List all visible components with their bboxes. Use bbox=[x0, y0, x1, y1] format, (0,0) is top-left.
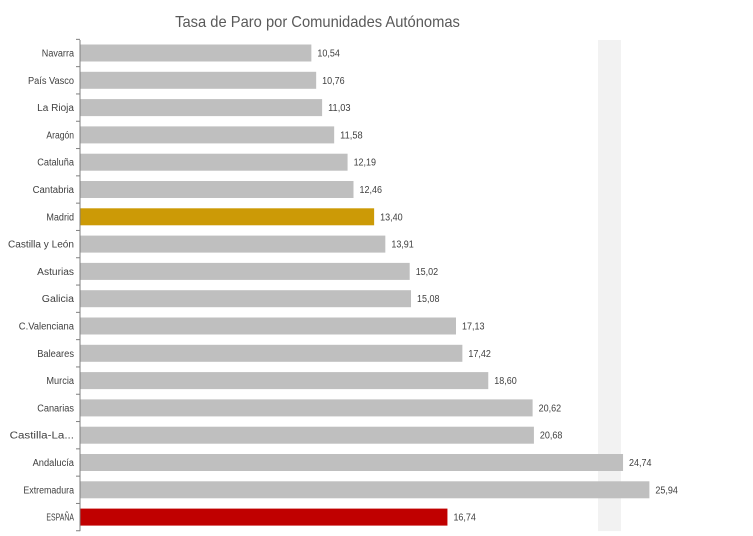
category-label-9: Galicia bbox=[42, 294, 75, 305]
bar-7 bbox=[80, 235, 386, 253]
background-band bbox=[598, 40, 621, 532]
value-label-16: 25,94 bbox=[655, 485, 678, 496]
bar-5 bbox=[80, 181, 354, 198]
value-label-5: 12,46 bbox=[359, 185, 382, 196]
category-label-3: Aragón bbox=[46, 130, 74, 141]
category-label-16: Extremadura bbox=[23, 485, 74, 496]
value-label-2: 11,03 bbox=[328, 103, 351, 114]
category-label-12: Murcia bbox=[46, 376, 74, 387]
bar-4 bbox=[80, 153, 348, 171]
bar-6 bbox=[80, 208, 375, 226]
value-label-14: 20,68 bbox=[540, 431, 563, 442]
bar-1 bbox=[80, 71, 317, 89]
category-label-10: C.Valenciana bbox=[19, 322, 75, 333]
value-label-4: 12,19 bbox=[354, 158, 377, 169]
bar-16 bbox=[80, 481, 650, 499]
value-label-8: 15,02 bbox=[416, 267, 439, 278]
bar-2 bbox=[80, 99, 323, 117]
bar-17 bbox=[80, 508, 448, 526]
category-label-15: Andalucía bbox=[33, 458, 75, 469]
value-label-12: 18,60 bbox=[494, 376, 517, 387]
bar-3 bbox=[80, 126, 335, 144]
bar-11 bbox=[80, 344, 463, 362]
bar-9 bbox=[80, 290, 412, 308]
category-label-8: Asturias bbox=[37, 267, 74, 278]
category-label-2: La Rioja bbox=[37, 103, 74, 114]
bar-14 bbox=[80, 426, 534, 444]
bar-13 bbox=[80, 399, 533, 417]
category-label-14: Castilla-La... bbox=[10, 431, 74, 442]
value-label-11: 17,42 bbox=[468, 349, 491, 360]
category-label-6: Madrid bbox=[46, 212, 74, 223]
value-label-1: 10,76 bbox=[322, 76, 345, 87]
value-label-13: 20,62 bbox=[539, 403, 562, 414]
category-label-7: Castilla y León bbox=[8, 240, 74, 251]
chart-title: Tasa de Paro por Comunidades Autónomas bbox=[175, 14, 460, 31]
category-label-5: Cantabria bbox=[33, 185, 75, 196]
category-label-11: Baleares bbox=[37, 349, 74, 360]
value-label-9: 15,08 bbox=[417, 294, 440, 305]
bar-12 bbox=[80, 372, 489, 390]
value-label-10: 17,13 bbox=[462, 322, 485, 333]
value-label-15: 24,74 bbox=[629, 458, 652, 469]
bar-8 bbox=[80, 262, 410, 280]
value-label-17: 16,74 bbox=[453, 513, 476, 524]
category-label-1: País Vasco bbox=[28, 76, 74, 87]
category-label-0: Navarra bbox=[42, 49, 75, 60]
bar-15 bbox=[80, 454, 624, 471]
value-label-3: 11,58 bbox=[340, 130, 363, 141]
value-label-0: 10,54 bbox=[317, 49, 340, 60]
category-label-4: Cataluña bbox=[37, 158, 74, 169]
bar-0 bbox=[80, 44, 312, 62]
value-label-6: 13,40 bbox=[380, 212, 403, 223]
category-label-17: ESPAÑA bbox=[46, 511, 74, 524]
category-label-13: Canarias bbox=[37, 403, 74, 414]
value-label-7: 13,91 bbox=[391, 240, 414, 251]
bar-10 bbox=[80, 317, 457, 335]
